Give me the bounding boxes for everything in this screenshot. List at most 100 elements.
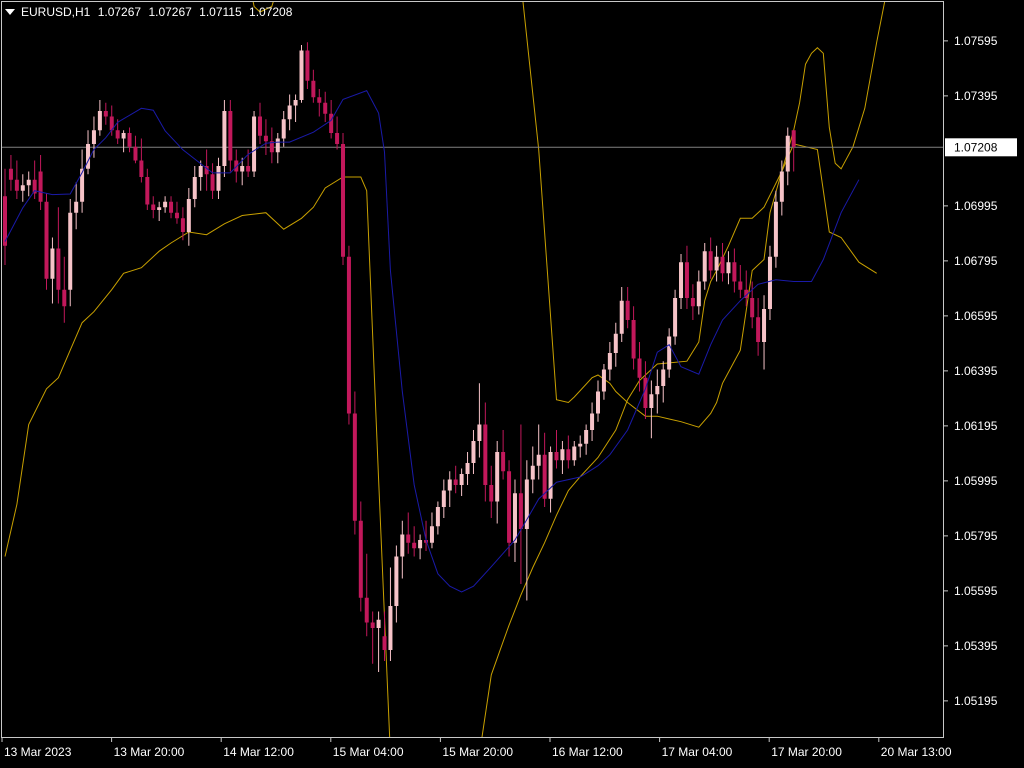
candle-body <box>477 424 482 441</box>
candle-body <box>388 606 393 650</box>
candle-body <box>667 336 672 370</box>
y-tick-label: 1.07395 <box>954 89 998 103</box>
candle-body <box>512 493 517 543</box>
candle-body <box>714 256 719 271</box>
x-tick-label: 17 Mar 20:00 <box>771 745 842 759</box>
y-tick-label: 1.05195 <box>954 694 998 708</box>
candle-body <box>109 116 114 131</box>
candle-body <box>471 441 476 463</box>
candle-body <box>80 168 85 202</box>
candle-body <box>495 452 500 502</box>
middle-band-line <box>4 89 860 593</box>
candle-body <box>655 386 660 395</box>
candle-body <box>91 130 96 144</box>
y-tick-label: 1.06595 <box>954 309 998 323</box>
candle-body <box>441 490 446 507</box>
candle-body <box>738 281 743 290</box>
candle-body <box>578 443 583 447</box>
candle-body <box>643 377 648 408</box>
candle-body <box>32 179 37 194</box>
x-tick-label: 20 Mar 13:00 <box>881 745 952 759</box>
candle-body <box>50 248 55 279</box>
candle-body <box>489 485 494 502</box>
upper-band-line <box>252 1 886 428</box>
candle-body <box>447 479 452 491</box>
high-price: 1.07267 <box>148 5 192 19</box>
candle-body <box>287 105 292 120</box>
candle-body <box>14 179 19 191</box>
candle-body <box>584 430 589 444</box>
candle-body <box>281 119 286 139</box>
candle-body <box>346 256 351 414</box>
candle-body <box>8 168 13 180</box>
candle-body <box>216 166 221 191</box>
candle-body <box>228 111 233 161</box>
candle-body <box>56 248 61 290</box>
candle-body <box>524 479 529 529</box>
x-tick-label: 15 Mar 20:00 <box>442 745 513 759</box>
candle-body <box>750 298 755 318</box>
candle-body <box>370 622 375 628</box>
candle-body <box>341 144 346 257</box>
candle-body <box>779 171 784 202</box>
candle-body <box>257 116 262 136</box>
candle-body <box>127 133 132 147</box>
candle-body <box>293 100 298 106</box>
x-tick-label: 15 Mar 04:00 <box>333 745 404 759</box>
candle-body <box>631 320 636 359</box>
candle-body <box>756 317 761 342</box>
candle-body <box>311 80 316 98</box>
candle-body <box>649 394 654 408</box>
candle-body <box>329 113 334 133</box>
candle-body <box>690 298 695 307</box>
triangle-down-icon[interactable] <box>5 8 15 15</box>
y-tick-label: 1.07595 <box>954 34 998 48</box>
low-price: 1.07115 <box>199 5 242 19</box>
candle-body <box>38 171 43 202</box>
candle-body <box>406 534 411 543</box>
candle-body <box>323 102 328 114</box>
candle-body <box>62 289 67 307</box>
current-price-label: 1.07208 <box>954 140 998 154</box>
candle-body <box>590 413 595 430</box>
candle-body <box>86 144 91 169</box>
plot-area[interactable] <box>1 0 944 754</box>
candle-body <box>708 251 713 271</box>
candle-body <box>169 201 174 213</box>
candle-body <box>459 474 464 485</box>
candle-body <box>601 369 606 392</box>
candle-body <box>465 463 470 474</box>
candle-body <box>317 97 322 103</box>
candle-body <box>299 50 304 100</box>
candle-body <box>358 520 363 598</box>
candle-body <box>335 133 340 144</box>
y-tick-label: 1.05395 <box>954 639 998 653</box>
candle-body <box>684 262 689 298</box>
x-tick-label: 13 Mar 20:00 <box>114 745 185 759</box>
candle-body <box>696 281 701 307</box>
plot-frame <box>1 1 944 738</box>
candle-body <box>501 452 506 472</box>
candle-body <box>352 413 357 521</box>
candle-body <box>673 298 678 337</box>
candle-body <box>97 111 102 131</box>
y-tick-label: 1.06795 <box>954 254 998 268</box>
candle-body <box>252 116 257 172</box>
y-tick-label: 1.06995 <box>954 199 998 213</box>
candle-body <box>204 166 209 175</box>
candle-body <box>619 300 624 334</box>
candle-body <box>151 204 156 210</box>
candle-body <box>613 333 618 353</box>
candle-body <box>382 636 387 650</box>
candle-body <box>3 196 7 246</box>
candle-body <box>785 135 790 172</box>
candle-body <box>145 177 150 205</box>
candle-body <box>566 449 571 461</box>
y-tick-label: 1.06395 <box>954 364 998 378</box>
candle-body <box>394 556 399 606</box>
candle-body <box>720 256 725 274</box>
candle-body <box>174 212 179 219</box>
candle-body <box>68 212 73 290</box>
